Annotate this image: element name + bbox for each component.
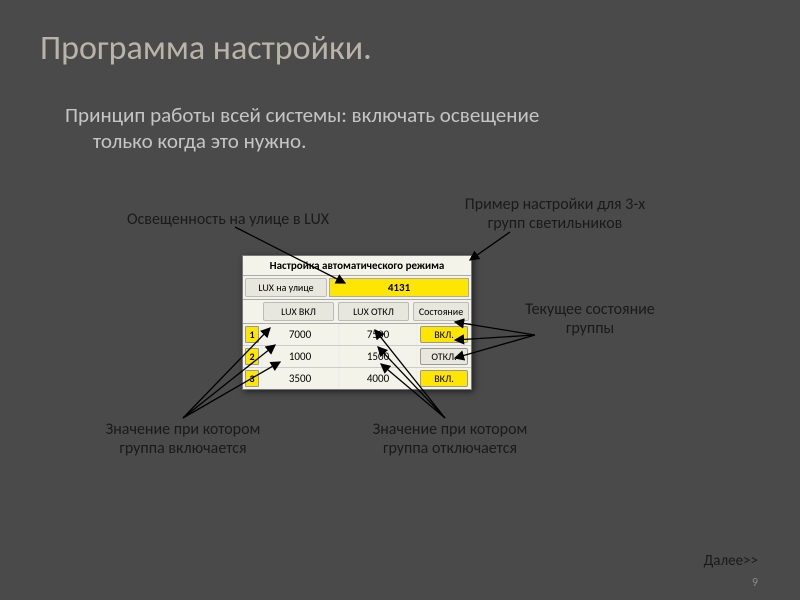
example-caption-l1: Пример настройки для 3-х xyxy=(440,195,670,214)
row-lux-on: 7000 xyxy=(261,324,339,345)
label-current-state: Текущее состояние группы xyxy=(500,300,680,338)
row-number[interactable]: 2 xyxy=(245,348,259,365)
page-number: 9 xyxy=(752,576,758,590)
current-state-l1: Текущее состояние xyxy=(500,300,680,319)
panel-body: 170007500ВКЛ.210001500ОТКЛ.335004000ВКЛ. xyxy=(243,324,471,389)
row-lux-on: 1000 xyxy=(261,346,339,367)
header-lux-on[interactable]: LUX ВКЛ xyxy=(263,302,334,321)
slide-title: Программа настройки. xyxy=(40,28,372,69)
row-number[interactable]: 3 xyxy=(245,370,259,387)
subtitle-line1: Принцип работы всей системы: включать ос… xyxy=(65,102,665,128)
value-off-l2: группа отключается xyxy=(335,439,565,458)
row-number[interactable]: 1 xyxy=(245,326,259,343)
label-value-off: Значение при котором группа отключается xyxy=(335,420,565,458)
panel-lux-row: LUX на улице 4131 xyxy=(243,276,471,300)
row-lux-on: 3500 xyxy=(261,368,339,389)
table-row: 210001500ОТКЛ. xyxy=(243,346,471,368)
panel-headers: LUX ВКЛ LUX ОТКЛ Состояние xyxy=(243,300,471,324)
row-state[interactable]: ВКЛ. xyxy=(420,326,468,343)
label-lux-outdoor: Освещенность на улице в LUX xyxy=(98,210,358,229)
label-example-caption: Пример настройки для 3-х групп светильни… xyxy=(440,195,670,233)
current-state-l2: группы xyxy=(500,319,680,338)
row-lux-off: 7500 xyxy=(339,324,417,345)
value-off-l1: Значение при котором xyxy=(335,420,565,439)
header-lux-off[interactable]: LUX ОТКЛ xyxy=(338,302,409,321)
row-lux-off: 4000 xyxy=(339,368,417,389)
value-on-l1: Значение при котором xyxy=(78,420,288,439)
next-link[interactable]: Далее>> xyxy=(704,552,758,570)
row-state[interactable]: ОТКЛ. xyxy=(420,348,468,365)
example-caption-l2: групп светильников xyxy=(440,214,670,233)
table-row: 170007500ВКЛ. xyxy=(243,324,471,346)
value-on-l2: группа включается xyxy=(78,439,288,458)
settings-panel: Настройка автоматического режима LUX на … xyxy=(242,255,472,390)
panel-title: Настройка автоматического режима xyxy=(243,256,471,276)
header-state[interactable]: Состояние xyxy=(413,302,469,321)
table-row: 335004000ВКЛ. xyxy=(243,368,471,389)
row-lux-off: 1500 xyxy=(339,346,417,367)
lux-outdoor-button[interactable]: LUX на улице xyxy=(245,278,327,297)
row-state[interactable]: ВКЛ. xyxy=(420,370,468,387)
subtitle-line2: только когда это нужно. xyxy=(93,128,665,154)
slide-subtitle: Принцип работы всей системы: включать ос… xyxy=(65,102,665,155)
lux-outdoor-value: 4131 xyxy=(329,278,469,297)
label-value-on: Значение при котором группа включается xyxy=(78,420,288,458)
